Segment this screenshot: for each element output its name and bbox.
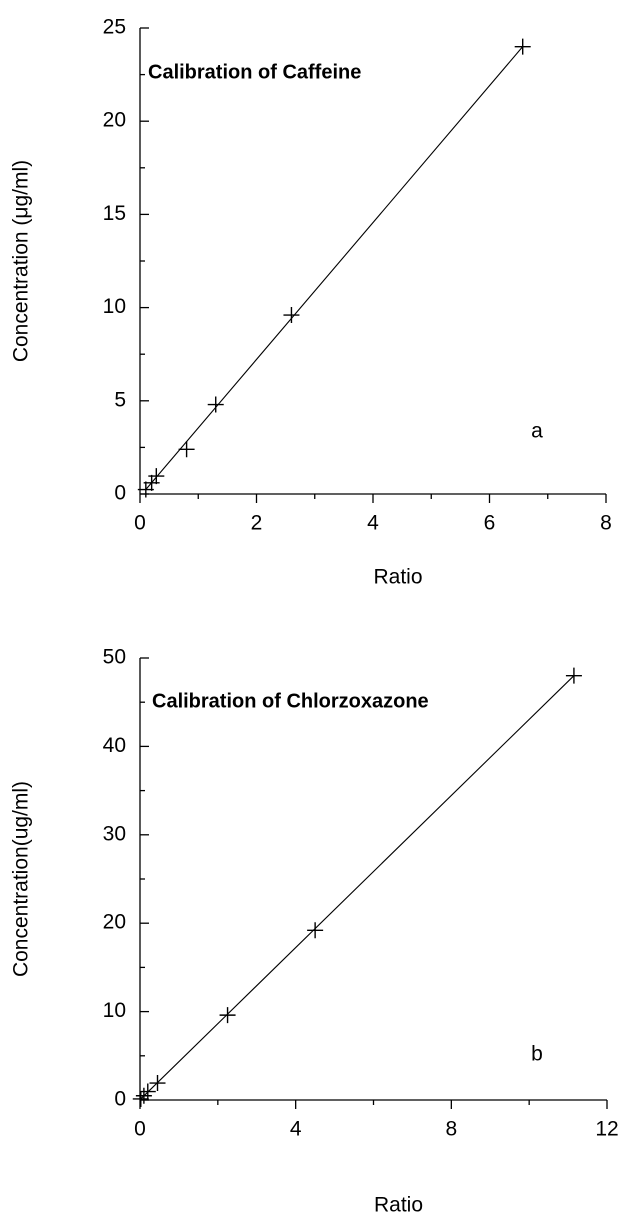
y-tick-label: 25	[103, 16, 126, 39]
annotation: b	[531, 1043, 543, 1066]
y-tick-label: 40	[103, 734, 126, 757]
y-tick-label: 20	[103, 911, 126, 934]
x-tick-label: 8	[445, 1118, 457, 1141]
data-point	[148, 468, 165, 485]
y-axis-label: Concentration(ug/ml)	[10, 781, 33, 977]
chart-title: Calibration of Caffeine	[148, 61, 361, 83]
y-tick-label: 0	[114, 1088, 126, 1111]
data-point	[135, 1087, 152, 1104]
y-tick-label: 10	[103, 295, 126, 318]
y-tick-label: 5	[114, 388, 126, 411]
x-tick-label: 2	[251, 512, 263, 535]
x-tick-label: 0	[134, 512, 146, 535]
chart-title: Calibration of Chlorzoxazone	[152, 690, 429, 712]
data-point	[307, 922, 324, 939]
data-point	[219, 1007, 236, 1024]
data-point	[178, 441, 195, 458]
data-point	[139, 1083, 156, 1100]
data-point	[207, 396, 224, 413]
fit-line	[140, 675, 575, 1100]
data-point	[514, 38, 531, 55]
y-tick-label: 10	[103, 999, 126, 1022]
x-tick-label: 12	[595, 1118, 618, 1141]
data-point	[149, 1075, 166, 1092]
x-tick-label: 4	[290, 1118, 302, 1141]
x-tick-label: 4	[367, 512, 379, 535]
x-tick-label: 0	[134, 1118, 146, 1141]
data-point	[283, 307, 300, 324]
x-axis-label: Ratio	[373, 566, 422, 589]
data-point	[132, 1090, 149, 1107]
y-tick-label: 30	[103, 822, 126, 845]
y-tick-label: 50	[103, 646, 126, 669]
x-tick-label: 6	[484, 512, 496, 535]
x-tick-label: 8	[600, 512, 612, 535]
y-axis-label: Concentration (μg/ml)	[10, 160, 33, 362]
y-tick-label: 0	[114, 482, 126, 505]
y-tick-label: 20	[103, 109, 126, 132]
y-tick-label: 15	[103, 202, 126, 225]
fit-line	[145, 46, 524, 490]
data-point	[565, 667, 582, 684]
x-axis-label: Ratio	[374, 1194, 423, 1217]
annotation: a	[531, 420, 543, 443]
